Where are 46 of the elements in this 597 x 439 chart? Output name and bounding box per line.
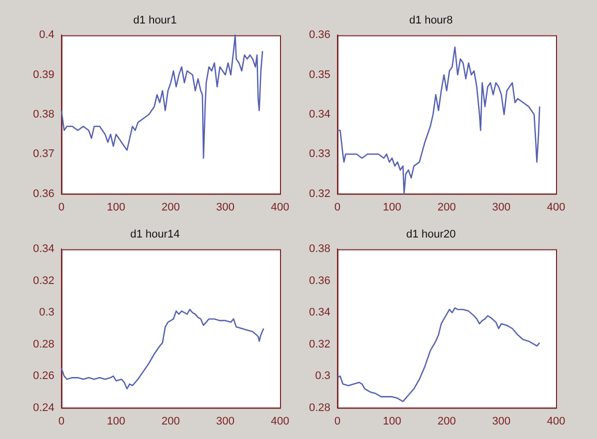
x-tick-label: 200 [162,201,180,214]
x-tick-label: 0 [334,201,340,214]
y-tick-label: 0.28 [32,338,54,350]
x-tick-label: 300 [216,201,235,214]
y-tick-label: 0.33 [308,148,330,160]
y-tick-label: 0.32 [308,188,330,200]
chart-title: d1 hour1 [133,14,177,27]
x-tick-label: 0 [58,201,64,214]
x-tick-label: 200 [438,415,456,428]
x-tick-label: 300 [492,201,511,214]
chart-title: d1 hour20 [406,228,456,241]
y-tick-label: 0.36 [32,188,54,200]
y-tick-label: 0.39 [32,68,54,81]
y-tick-label: 0.34 [32,243,54,256]
x-tick-label: 300 [492,415,511,428]
y-tick-label: 0.35 [308,68,330,81]
y-tick-label: 0.28 [308,402,330,414]
y-tick-label: 0.36 [308,274,330,287]
y-tick-label: 0.32 [32,274,54,287]
y-tick-label: 0.34 [308,108,330,121]
x-tick-label: 100 [106,201,126,214]
x-tick-label: 200 [162,415,180,428]
chart-title: d1 hour14 [130,228,180,241]
y-tick-label: 0.36 [308,29,330,42]
y-tick-label: 0.34 [308,306,330,319]
x-tick-label: 400 [546,201,566,214]
y-tick-label: 0.37 [32,148,54,160]
x-tick-label: 100 [106,415,126,428]
x-tick-label: 400 [546,415,566,428]
x-tick-label: 0 [334,415,340,428]
x-tick-label: 300 [216,415,235,428]
x-tick-label: 200 [438,201,456,214]
x-tick-label: 0 [58,415,64,428]
y-tick-label: 0.32 [308,338,330,350]
y-tick-label: 0.26 [32,370,54,382]
y-tick-label: 0.4 [39,29,54,42]
y-tick-label: 0.24 [32,402,54,414]
x-tick-label: 100 [382,415,402,428]
x-tick-label: 400 [270,415,290,428]
y-tick-label: 0.38 [308,243,330,256]
y-tick-label: 0.3 [39,306,54,319]
y-tick-label: 0.3 [315,370,330,382]
x-tick-label: 100 [382,201,402,214]
x-tick-label: 400 [270,201,290,214]
y-tick-label: 0.38 [32,108,54,121]
chart-title: d1 hour8 [409,14,453,27]
